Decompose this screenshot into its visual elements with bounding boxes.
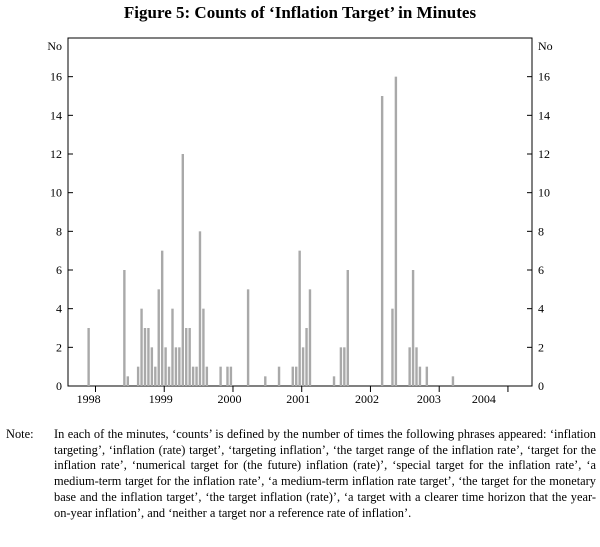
y-tick-label-left: 14 <box>50 108 62 122</box>
y-tick-label-left: 4 <box>56 302 62 316</box>
bar <box>160 250 164 386</box>
y-tick-label-right: 10 <box>538 186 550 200</box>
bar <box>195 366 198 386</box>
bar <box>264 376 267 386</box>
bar <box>391 308 394 386</box>
bar <box>295 366 298 386</box>
bar <box>339 347 343 386</box>
bar <box>167 366 171 386</box>
bar <box>343 347 346 386</box>
y-tick-label-left: 6 <box>56 263 62 277</box>
bar <box>147 328 150 386</box>
bar <box>185 328 188 386</box>
y-tick-label-right: 0 <box>538 379 544 393</box>
bar <box>219 366 222 386</box>
note-label: Note: <box>6 427 34 441</box>
x-tick-label: 2002 <box>355 392 379 406</box>
bar <box>332 376 336 386</box>
bar <box>308 289 312 386</box>
bar <box>346 270 349 386</box>
bar <box>205 366 209 386</box>
y-tick-label-right: 8 <box>538 224 544 238</box>
bar <box>202 308 205 386</box>
bar <box>157 289 160 386</box>
bar <box>178 347 181 386</box>
bar <box>188 328 191 386</box>
x-tick-label: 2003 <box>417 392 441 406</box>
y-tick-label-right: 6 <box>538 263 544 277</box>
bar <box>150 347 154 386</box>
y-tick-label-right: 16 <box>538 70 550 84</box>
bar <box>164 347 167 386</box>
x-tick-label: 1998 <box>77 392 101 406</box>
bar <box>87 328 90 386</box>
bar <box>277 366 281 386</box>
y-tick-label-right: 14 <box>538 108 550 122</box>
bar <box>411 270 415 386</box>
y-tick-label-left: 10 <box>50 186 62 200</box>
y-tick-label-left: 0 <box>56 379 62 393</box>
bar <box>418 366 422 386</box>
x-tick-label: 2001 <box>286 392 310 406</box>
y-tick-label-left: 12 <box>50 147 62 161</box>
y-tick-label-right: 2 <box>538 340 544 354</box>
bar <box>425 366 429 386</box>
bar <box>143 328 147 386</box>
bar <box>394 76 398 387</box>
y-tick-label-left: 2 <box>56 340 62 354</box>
y-tick-label-right: 4 <box>538 302 544 316</box>
note-text: In each of the minutes, ‘counts’ is defi… <box>54 427 596 520</box>
bar <box>415 347 418 386</box>
bar <box>191 366 195 386</box>
bar <box>198 231 202 386</box>
bar <box>291 366 294 386</box>
bar <box>305 328 308 386</box>
bar <box>140 308 143 386</box>
bar <box>226 366 229 386</box>
x-tick-label: 1999 <box>149 392 173 406</box>
bar <box>136 366 140 386</box>
y-axis-ticks: 0 0 2 2 4 4 6 6 8 8 10 10 12 12 14 14 16 16 <box>50 70 550 393</box>
x-tick-label: 2000 <box>218 392 242 406</box>
y-tick-label-right: 12 <box>538 147 550 161</box>
bar <box>301 347 305 386</box>
bar <box>380 96 384 386</box>
y-tick-label-left: 8 <box>56 224 62 238</box>
bar <box>171 308 174 386</box>
bar <box>126 376 130 386</box>
bar <box>408 347 411 386</box>
bar <box>181 154 184 386</box>
y-axis-unit-right: No <box>538 39 553 53</box>
bar <box>451 376 455 386</box>
bars <box>87 76 455 387</box>
y-axis-unit-left: No <box>47 39 62 53</box>
bar <box>123 270 126 386</box>
bar <box>246 289 250 386</box>
x-tick-label: 2004 <box>472 392 496 406</box>
y-tick-label-left: 16 <box>50 70 62 84</box>
bar <box>229 366 233 386</box>
bar <box>298 250 301 386</box>
x-axis-ticks: 1998 1999 2000 2001 2002 2003 2004 <box>77 386 509 406</box>
bar <box>154 366 157 386</box>
bar <box>174 347 178 386</box>
figure-title: Figure 5: Counts of ‘Inflation Target’ i… <box>123 3 477 22</box>
